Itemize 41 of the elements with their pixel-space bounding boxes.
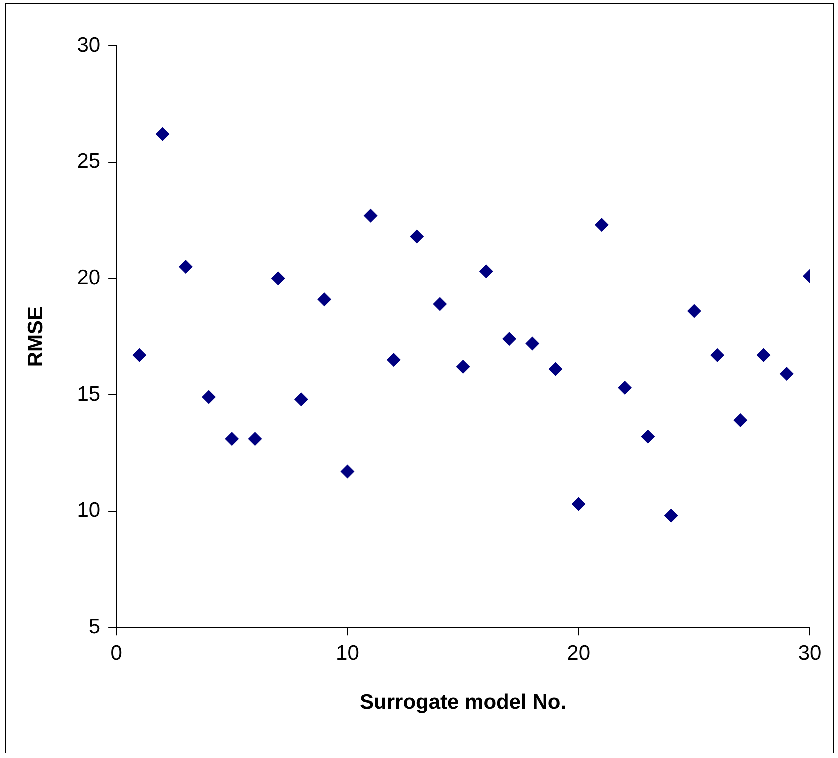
point	[572, 497, 586, 512]
point	[318, 292, 332, 307]
point	[156, 127, 170, 142]
point	[780, 367, 794, 382]
point	[178, 260, 193, 274]
x-tick-label: 10	[336, 642, 360, 665]
y-axis-title: RMSE	[24, 306, 48, 368]
point	[594, 218, 609, 232]
point	[641, 430, 656, 444]
point	[618, 380, 632, 395]
point	[225, 432, 240, 446]
x-tick-label: 20	[567, 642, 591, 665]
point	[664, 508, 678, 523]
point	[271, 272, 286, 286]
y-tick-label: 30	[77, 34, 101, 57]
point	[132, 348, 147, 362]
point	[687, 304, 702, 318]
point	[364, 208, 378, 223]
point	[756, 348, 771, 362]
point	[710, 348, 725, 362]
point	[526, 336, 540, 351]
point	[248, 432, 262, 446]
point	[456, 360, 470, 374]
point	[410, 230, 424, 244]
y-tick-label: 20	[77, 266, 101, 290]
y-tick-label: 15	[77, 382, 101, 406]
point	[548, 362, 563, 376]
point	[202, 390, 216, 404]
point	[502, 332, 517, 346]
x-axis-title: Surrogate model No.	[360, 691, 567, 714]
x-tick-label: 0	[110, 642, 122, 665]
point	[479, 264, 494, 279]
y-tick-label: 10	[77, 499, 101, 522]
x-tick-label: 30	[798, 642, 822, 665]
point	[433, 297, 448, 312]
y-tick-label: 5	[88, 615, 101, 638]
point	[734, 414, 748, 428]
point	[386, 353, 401, 368]
point	[294, 392, 308, 407]
point	[340, 464, 355, 479]
y-tick-label: 25	[77, 150, 101, 174]
